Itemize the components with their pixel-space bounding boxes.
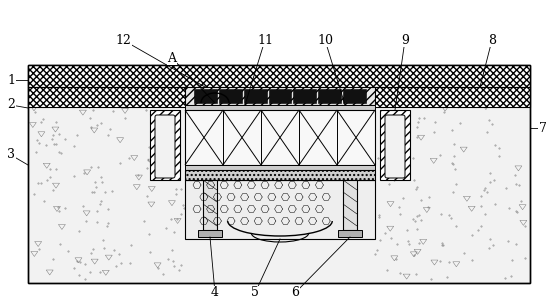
Text: 3: 3	[7, 148, 15, 161]
Bar	[338, 230, 362, 237]
Text: A: A	[167, 51, 176, 64]
Bar	[198, 230, 222, 237]
Bar	[343, 89, 366, 103]
Text: 10: 10	[317, 33, 333, 47]
Bar	[268, 89, 291, 103]
Bar	[28, 65, 530, 87]
Bar	[28, 65, 530, 283]
Bar	[185, 170, 375, 180]
Bar	[380, 110, 410, 180]
Bar	[185, 165, 375, 170]
Bar	[28, 87, 188, 107]
Bar	[343, 180, 357, 230]
Text: 12: 12	[115, 33, 131, 47]
Bar	[185, 87, 375, 105]
Bar	[370, 87, 530, 107]
Text: 8: 8	[488, 33, 496, 47]
Bar	[203, 180, 217, 230]
Text: 6: 6	[291, 286, 299, 299]
Bar	[219, 89, 242, 103]
Text: 7: 7	[539, 122, 547, 134]
Bar	[244, 89, 267, 103]
Text: 1: 1	[7, 74, 15, 87]
Bar	[194, 89, 217, 103]
Bar	[185, 180, 375, 239]
FancyBboxPatch shape	[155, 115, 175, 178]
Text: 2: 2	[7, 98, 15, 112]
Bar	[185, 110, 375, 165]
Bar	[150, 110, 180, 180]
Text: 4: 4	[211, 286, 219, 299]
Text: 9: 9	[401, 33, 409, 47]
Text: 5: 5	[251, 286, 259, 299]
Bar	[318, 89, 341, 103]
Text: 11: 11	[257, 33, 273, 47]
Bar	[185, 105, 375, 110]
FancyBboxPatch shape	[385, 115, 405, 178]
Bar	[294, 89, 316, 103]
